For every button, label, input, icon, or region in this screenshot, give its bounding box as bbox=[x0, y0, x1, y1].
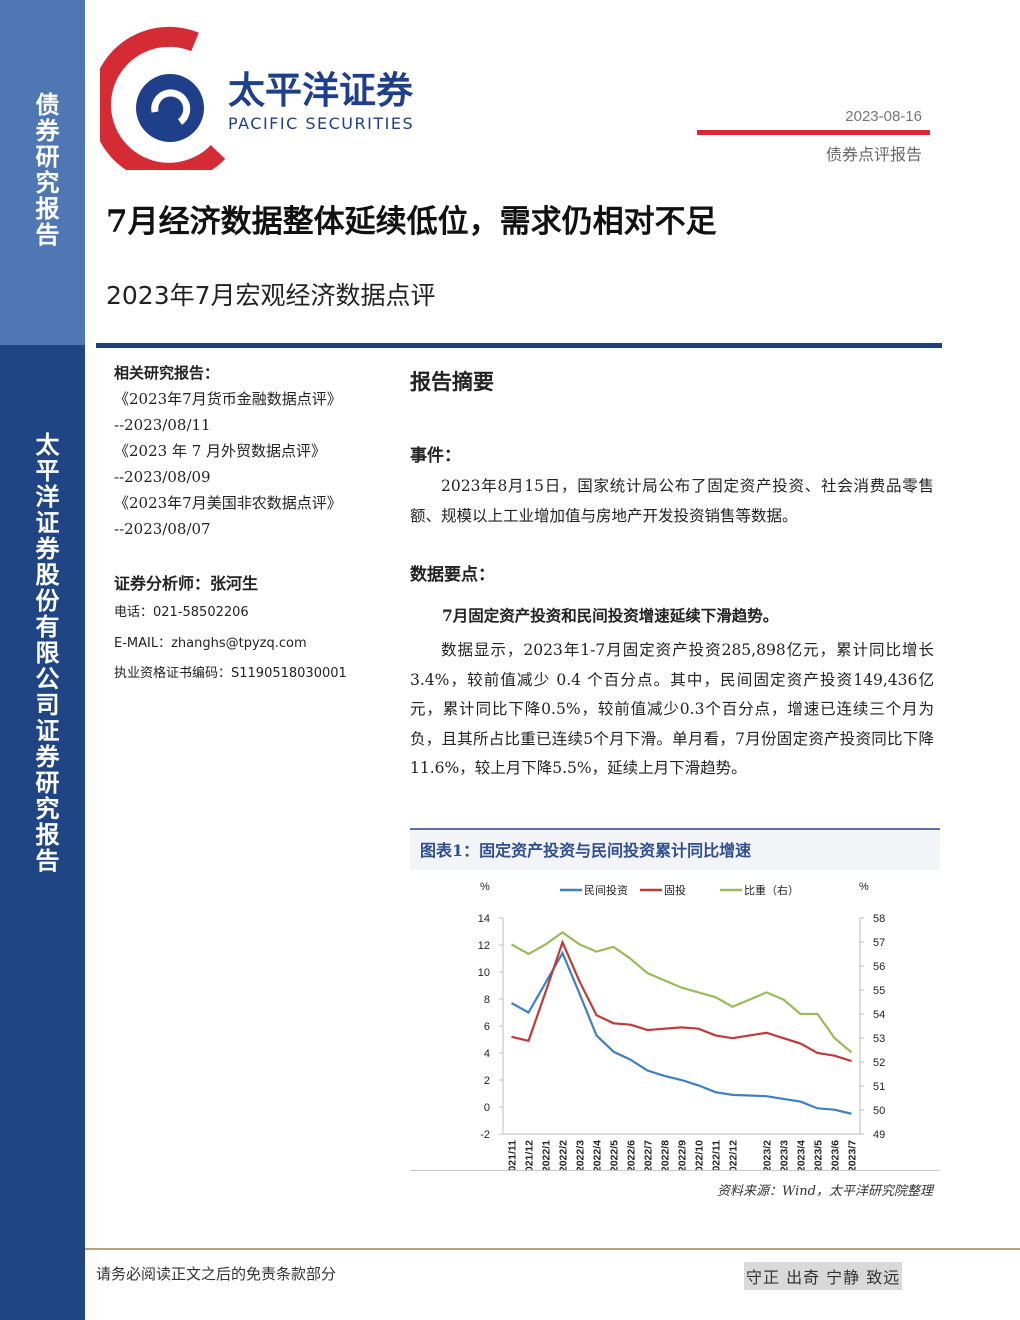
y-tick-label: 4 bbox=[484, 1048, 490, 1060]
analyst-name: 证券分析师：张河生 bbox=[114, 574, 259, 593]
analyst-phone: 电话：021-58502206 bbox=[114, 605, 249, 620]
motto: 守正 出奇 宁静 致远 bbox=[744, 1262, 903, 1290]
footer-note: 请务必阅读正文之后的免责条款部分 bbox=[96, 1265, 337, 1283]
x-tick-label: 2022/1 bbox=[541, 1140, 553, 1171]
y-tick-label: 14 bbox=[478, 913, 490, 925]
x-tick-label: 2022/6 bbox=[626, 1140, 638, 1171]
report-type: 债券点评报告 bbox=[825, 145, 922, 164]
related-title: 《2023 年 7 月外贸数据点评》 bbox=[114, 442, 327, 460]
y-tick-label: -2 bbox=[480, 1129, 490, 1141]
x-tick-label: 2023/5 bbox=[813, 1140, 825, 1171]
x-tick-label: 2022/2 bbox=[558, 1140, 570, 1171]
y-tick-label: 0 bbox=[484, 1102, 490, 1114]
y2-tick-label: 57 bbox=[873, 937, 885, 949]
related-reports: 相关研究报告： 《2023年7月货币金融数据点评》 --2023/08/11 《… bbox=[114, 360, 384, 542]
y2-tick-label: 54 bbox=[873, 1009, 885, 1021]
points-heading: 数据要点： bbox=[410, 565, 495, 585]
y2-tick-label: 56 bbox=[873, 961, 885, 973]
y-tick-label: 6 bbox=[484, 1021, 490, 1033]
y2-tick-label: 49 bbox=[873, 1129, 885, 1141]
red-bar bbox=[697, 130, 930, 135]
x-tick-label: 2023/6 bbox=[830, 1140, 842, 1171]
series-line bbox=[510, 931, 853, 1054]
y-tick-label: 8 bbox=[484, 994, 490, 1006]
x-tick-label: 2022/10 bbox=[694, 1140, 706, 1171]
y2-unit: % bbox=[859, 881, 869, 893]
y-unit: % bbox=[480, 881, 490, 893]
analyst-email: E-MAIL：zhanghs@tpyzq.com bbox=[114, 636, 307, 651]
series-line bbox=[510, 950, 852, 1115]
event-text: 2023年8月15日，国家统计局公布了固定资产投资、社会消费品零售额、规模以上工… bbox=[410, 477, 934, 525]
report-title: 7月经济数据整体延续低位，需求仍相对不足 bbox=[106, 204, 717, 240]
footer-line bbox=[85, 1248, 1020, 1250]
point-text: 数据显示，2023年1-7月固定资产投资285,898亿元，累计同比增长 3.4… bbox=[410, 641, 934, 777]
y-tick-label: 12 bbox=[478, 940, 490, 952]
y2-tick-label: 52 bbox=[873, 1057, 885, 1069]
sidebar-bottom-text: 太平洋证券股份有限公司证券研究报告 bbox=[31, 432, 60, 874]
related-title: 《2023年7月美国非农数据点评》 bbox=[114, 494, 342, 512]
legend-label: 固投 bbox=[664, 883, 686, 897]
x-tick-label: 2021/12 bbox=[524, 1140, 536, 1171]
x-tick-label: 2022/4 bbox=[592, 1140, 604, 1171]
logo-en: PACIFIC SECURITIES bbox=[228, 114, 414, 133]
summary-heading: 报告摘要 bbox=[410, 369, 494, 394]
x-tick-label: 2022/8 bbox=[660, 1140, 672, 1171]
x-tick-label: 2023/3 bbox=[779, 1140, 791, 1171]
y2-tick-label: 50 bbox=[873, 1105, 885, 1117]
y2-tick-label: 55 bbox=[873, 985, 885, 997]
sidebar-top bbox=[0, 0, 85, 345]
report-date: 2023-08-16 bbox=[845, 108, 922, 125]
y2-tick-label: 51 bbox=[873, 1081, 885, 1093]
point-heading: 7月固定资产投资和民间投资增速延续下滑趋势。 bbox=[442, 606, 779, 625]
logo-arc bbox=[100, 26, 226, 170]
y-tick-label: 2 bbox=[484, 1075, 490, 1087]
related-heading: 相关研究报告： bbox=[114, 364, 220, 382]
x-tick-label: 2022/12 bbox=[728, 1140, 740, 1171]
figure-source: 资料来源：Wind，太平洋研究院整理 bbox=[717, 1184, 933, 1199]
related-date: --2023/08/07 bbox=[114, 520, 211, 538]
event-heading: 事件： bbox=[410, 446, 461, 466]
series-line bbox=[511, 939, 852, 1063]
chart: % % -2 0 2 4 6 8 10 12 14 49 50 51 52 53 54 55 56 57 58 2021/… bbox=[410, 881, 940, 1171]
x-tick-label: 2022/5 bbox=[609, 1140, 621, 1171]
legend-label: 民间投资 bbox=[584, 883, 628, 897]
y2-tick-label: 58 bbox=[873, 913, 885, 925]
related-title: 《2023年7月货币金融数据点评》 bbox=[114, 390, 342, 408]
y2-tick-label: 53 bbox=[873, 1033, 885, 1045]
report-subtitle: 2023年7月宏观经济数据点评 bbox=[106, 281, 436, 310]
logo: 太平洋证券 PACIFIC SECURITIES bbox=[100, 26, 414, 170]
x-tick-label: 2021/11 bbox=[507, 1140, 519, 1171]
y-tick-label: 10 bbox=[478, 967, 490, 979]
related-date: --2023/08/09 bbox=[114, 468, 211, 486]
sidebar-bottom bbox=[0, 345, 85, 1320]
x-tick-label: 2022/11 bbox=[711, 1140, 723, 1171]
legend-label: 比重（右） bbox=[744, 883, 799, 897]
x-tick-label: 2023/2 bbox=[762, 1140, 774, 1171]
x-tick-label: 2022/3 bbox=[575, 1140, 587, 1171]
divider bbox=[96, 343, 942, 348]
sidebar-top-text: 债券研究报告 bbox=[31, 92, 60, 248]
x-tick-label: 2022/7 bbox=[643, 1140, 655, 1171]
analyst-license: 执业资格证书编码：S1190518030001 bbox=[114, 666, 347, 681]
related-date: --2023/08/11 bbox=[114, 416, 211, 434]
x-tick-label: 2023/7 bbox=[847, 1140, 859, 1171]
logo-circle bbox=[136, 74, 204, 142]
figure-caption: 图表1：固定资产投资与民间投资累计同比增速 bbox=[410, 828, 940, 870]
x-tick-label: 2023/4 bbox=[796, 1140, 808, 1171]
logo-swirl bbox=[151, 89, 191, 125]
x-tick-label: 2022/9 bbox=[677, 1140, 689, 1171]
logo-cn: 太平洋证券 bbox=[228, 69, 414, 112]
